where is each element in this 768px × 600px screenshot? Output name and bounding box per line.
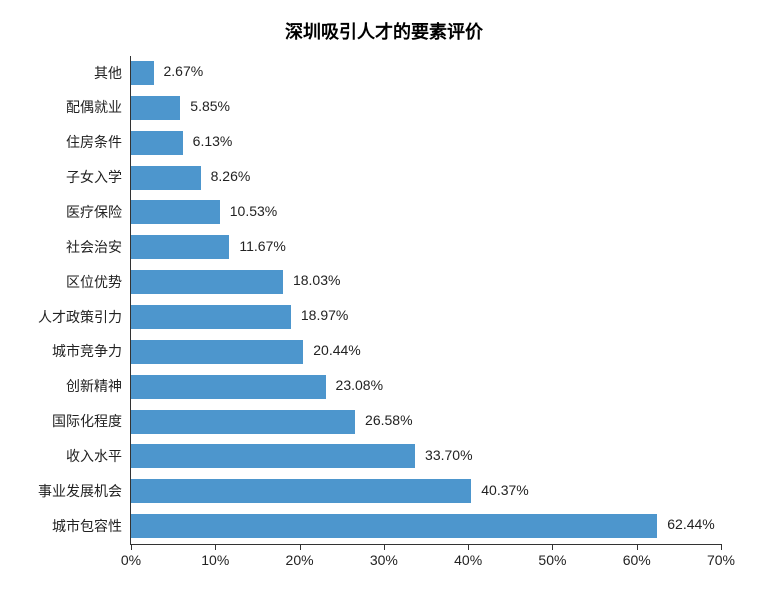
bar-value-label: 18.03% (293, 272, 340, 288)
bar-value-label: 10.53% (230, 203, 277, 219)
x-axis-tick-label: 20% (286, 552, 314, 568)
bar (131, 410, 355, 434)
bar (131, 61, 154, 85)
bar-value-label: 5.85% (190, 98, 230, 114)
bar-value-label: 23.08% (336, 377, 383, 393)
bar-value-label: 33.70% (425, 447, 472, 463)
x-axis-tick (131, 544, 132, 550)
x-axis-tick-label: 0% (121, 552, 141, 568)
bar (131, 200, 220, 224)
y-axis-label: 区位优势 (66, 272, 122, 292)
y-axis-label: 事业发展机会 (38, 481, 122, 501)
chart-container: 深圳吸引人才的要素评价 0% 10% 20% 30% 40% 50% 60% 70% 2.67%… (0, 0, 768, 600)
x-axis-tick (721, 544, 722, 550)
x-axis-tick-label: 70% (707, 552, 735, 568)
x-axis-tick (215, 544, 216, 550)
bar (131, 235, 229, 259)
y-axis-label: 医疗保险 (66, 202, 122, 222)
bar (131, 131, 183, 155)
bar-value-label: 2.67% (164, 63, 204, 79)
y-axis-label: 配偶就业 (66, 97, 122, 117)
bar (131, 270, 283, 294)
bar-value-label: 11.67% (239, 238, 285, 254)
bar (131, 375, 326, 399)
bar-value-label: 62.44% (667, 516, 714, 532)
bar (131, 340, 303, 364)
y-axis-label: 其他 (94, 63, 122, 83)
bar (131, 166, 201, 190)
bar (131, 514, 657, 538)
bar-value-label: 8.26% (211, 168, 251, 184)
bar (131, 479, 471, 503)
y-axis-label: 收入水平 (66, 446, 122, 466)
y-axis-label: 国际化程度 (52, 411, 122, 431)
x-axis-tick (552, 544, 553, 550)
y-axis-label: 人才政策引力 (38, 307, 122, 327)
bar-value-label: 6.13% (193, 133, 233, 149)
bar (131, 305, 291, 329)
x-axis-tick (468, 544, 469, 550)
bar-value-label: 20.44% (313, 342, 360, 358)
x-axis-tick-label: 40% (454, 552, 482, 568)
bar (131, 444, 415, 468)
x-axis-tick (637, 544, 638, 550)
x-axis-tick (384, 544, 385, 550)
bar-value-label: 18.97% (301, 307, 348, 323)
y-axis-label: 子女入学 (66, 167, 122, 187)
x-axis-tick-label: 50% (538, 552, 566, 568)
chart-title: 深圳吸引人才的要素评价 (0, 18, 768, 44)
y-axis-label: 创新精神 (66, 376, 122, 396)
bar (131, 96, 180, 120)
bar-value-label: 26.58% (365, 412, 412, 428)
y-axis-label: 城市竞争力 (52, 341, 122, 361)
plot-area: 0%10%20%30%40%50%60%70%2.67%5.85%6.13%8.… (130, 56, 721, 545)
y-axis-label: 住房条件 (66, 132, 122, 152)
x-axis-tick-label: 60% (623, 552, 651, 568)
y-axis-label: 城市包容性 (52, 516, 122, 536)
x-axis-tick-label: 10% (201, 552, 229, 568)
x-axis-tick (300, 544, 301, 550)
x-axis-tick-label: 30% (370, 552, 398, 568)
bar-value-label: 40.37% (481, 482, 528, 498)
y-axis-label: 社会治安 (66, 237, 122, 257)
